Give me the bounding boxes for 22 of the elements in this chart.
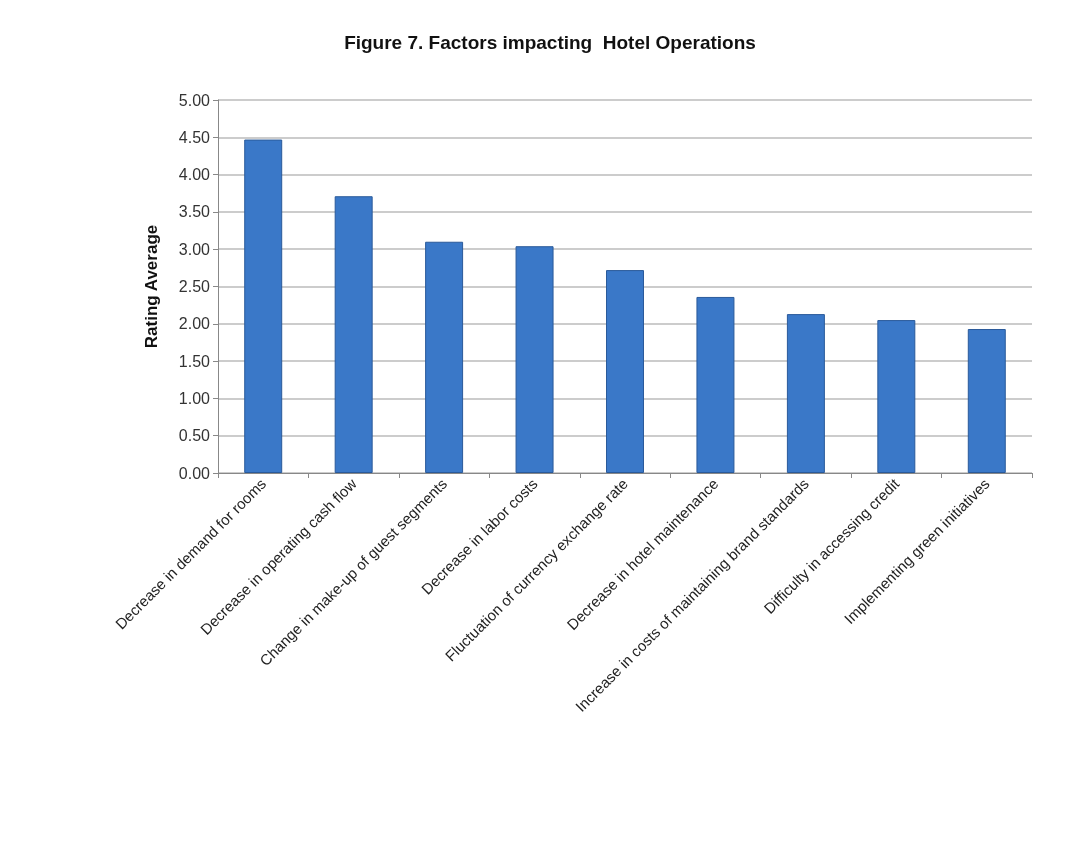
- y-tick-label: 1.50: [178, 352, 211, 370]
- bar: [967, 329, 1006, 473]
- y-tick-label: 0.00: [178, 464, 211, 482]
- y-tick-label: 0.50: [178, 427, 211, 445]
- bar: [515, 246, 554, 473]
- bar: [696, 296, 735, 473]
- bar: [877, 320, 916, 473]
- y-tick-label: 1.00: [178, 389, 211, 407]
- y-tick-label: 3.50: [178, 203, 211, 221]
- y-tick-label: 2.00: [178, 315, 211, 333]
- bar: [786, 314, 825, 473]
- y-tick-label: 3.00: [178, 240, 211, 258]
- bar: [606, 270, 644, 473]
- y-tick-label: 2.50: [178, 278, 211, 295]
- y-tick-label: 5.00: [178, 91, 211, 109]
- y-tick-label: 4.00: [178, 166, 211, 184]
- y-tick-label: 4.50: [178, 128, 211, 146]
- chart-title: Figure 7. Factors impacting Hotel Operations: [344, 32, 756, 53]
- y-axis-title: Rating Average: [142, 224, 161, 349]
- bar: [425, 241, 464, 473]
- bar: [334, 196, 373, 473]
- bar: [244, 139, 283, 473]
